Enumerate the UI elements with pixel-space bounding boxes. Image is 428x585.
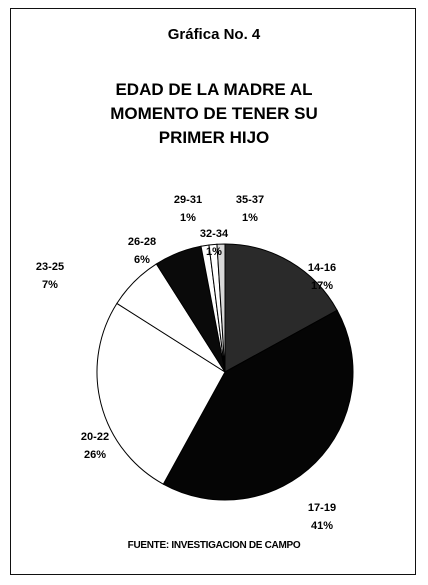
slice-label: 26-28	[128, 236, 156, 248]
slice-label: 14-16	[308, 262, 336, 274]
source: FUENTE: INVESTIGACION DE CAMPO	[127, 540, 301, 551]
slice-value-label: 1%	[242, 212, 258, 224]
chart-title: EDAD DE LA MADRE AL MOMENTO DE TENER SU …	[110, 80, 318, 147]
slice-value-label: 1%	[206, 246, 222, 258]
pie-slice	[162, 309, 354, 501]
slice-value-label: 17%	[311, 280, 333, 292]
slice-value-label: 41%	[311, 520, 333, 532]
slice-label: 29-31	[174, 194, 202, 206]
slice-label: 23-25	[36, 261, 64, 273]
figure-label: Gráfica No. 4	[167, 26, 261, 43]
slice-value-label: 1%	[180, 212, 196, 224]
pie-slice	[224, 243, 338, 373]
slice-value-label: 6%	[134, 254, 150, 266]
pie-slice	[96, 302, 226, 485]
slice-value-label: 26%	[84, 449, 106, 461]
slice-value-label: 7%	[42, 279, 58, 291]
slice-label: 35-37	[236, 194, 264, 206]
slice-label: 32-34	[200, 228, 229, 240]
slice-label: 20-22	[81, 431, 109, 443]
slice-label: 17-19	[308, 502, 336, 514]
frame	[10, 8, 416, 575]
pie-slice	[216, 243, 226, 373]
